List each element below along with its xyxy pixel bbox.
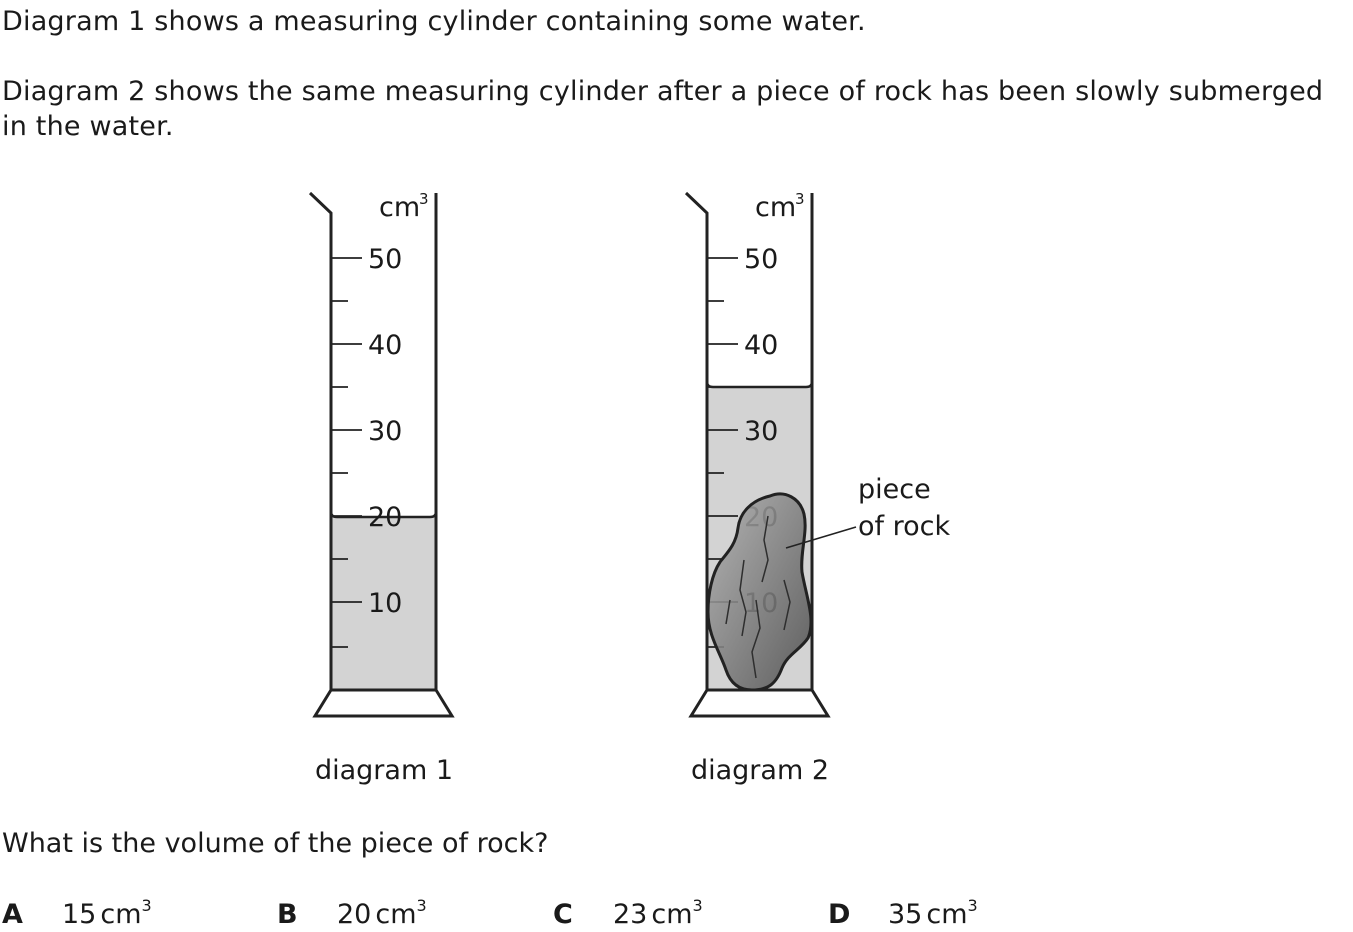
cylinder-base-2 bbox=[688, 688, 831, 718]
option-b-letter: B bbox=[277, 899, 298, 930]
unit-label-1: cm bbox=[379, 192, 420, 223]
scale-label-50: 50 bbox=[368, 244, 402, 275]
scale-label-50-d2: 50 bbox=[744, 244, 778, 275]
scale-label-10: 10 bbox=[368, 588, 402, 619]
scale-ticks-1 bbox=[331, 257, 362, 648]
rock-label-line-1: piece bbox=[858, 474, 931, 505]
option-a-value: 15 bbox=[62, 899, 97, 930]
diagram-2-caption: diagram 2 bbox=[691, 755, 829, 786]
question-text: What is the volume of the piece of rock? bbox=[2, 828, 549, 859]
diagram-1-caption: diagram 1 bbox=[315, 755, 453, 786]
scale-label-40: 40 bbox=[368, 330, 402, 361]
unit-exponent-2: 3 bbox=[795, 190, 805, 208]
option-d-exp: 3 bbox=[967, 896, 978, 915]
option-d[interactable]: D 35 cm3 bbox=[828, 890, 978, 932]
cylinder-wall-2 bbox=[684, 191, 814, 690]
option-d-letter: D bbox=[828, 899, 851, 930]
option-b-value: 20 bbox=[337, 899, 372, 930]
unit-exponent-1: 3 bbox=[419, 190, 429, 208]
scale-label-30-d2: 30 bbox=[744, 416, 778, 447]
option-a-exp: 3 bbox=[141, 896, 152, 915]
rock bbox=[706, 492, 813, 692]
cylinder-1: cm 3 50 40 30 20 10 diagram 1 bbox=[308, 190, 455, 786]
water-1 bbox=[331, 516, 436, 690]
measuring-cylinders-figure: cm 3 50 40 30 20 10 diagram 1 cm 3 50 40… bbox=[308, 190, 950, 786]
intro-paragraph-2: Diagram 2 shows the same measuring cylin… bbox=[2, 76, 1324, 142]
rock-label-pointer bbox=[785, 526, 857, 549]
option-d-unit: cm bbox=[926, 899, 968, 930]
scale-label-20: 20 bbox=[368, 502, 402, 533]
cylinder-2: cm 3 50 40 30 20 10 piece of rock diagra… bbox=[684, 190, 950, 786]
option-a[interactable]: A 15 cm3 bbox=[2, 890, 152, 932]
scale-label-40-d2: 40 bbox=[744, 330, 778, 361]
option-a-letter: A bbox=[2, 899, 23, 930]
option-c-value: 23 bbox=[613, 899, 648, 930]
option-b[interactable]: B 20 cm3 bbox=[277, 890, 427, 932]
cylinder-wall-1 bbox=[308, 191, 438, 690]
option-b-unit: cm bbox=[375, 899, 417, 930]
option-c-exp: 3 bbox=[692, 896, 703, 915]
rock-label-line-2: of rock bbox=[858, 511, 950, 542]
unit-label-2: cm bbox=[755, 192, 796, 223]
option-d-value: 35 bbox=[888, 899, 923, 930]
option-c-letter: C bbox=[553, 899, 573, 930]
cylinder-base-1 bbox=[312, 688, 455, 718]
option-c-unit: cm bbox=[651, 899, 693, 930]
rock-cracks bbox=[725, 515, 791, 679]
option-a-unit: cm bbox=[100, 899, 142, 930]
scale-label-30: 30 bbox=[368, 416, 402, 447]
option-b-exp: 3 bbox=[416, 896, 427, 915]
intro-paragraph-1: Diagram 1 shows a measuring cylinder con… bbox=[2, 6, 866, 37]
option-c[interactable]: C 23 cm3 bbox=[553, 890, 703, 932]
